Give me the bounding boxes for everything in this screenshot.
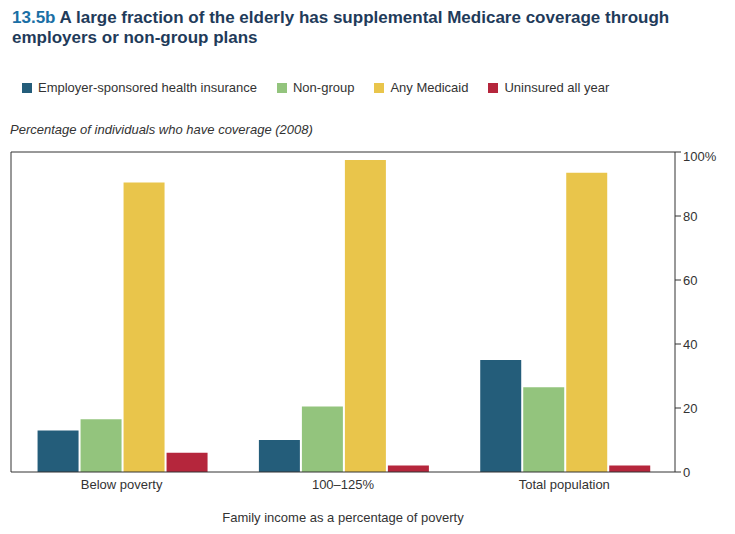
svg-text:Below poverty: Below poverty [81,477,163,492]
html-text:Uninsured all year: Uninsured all year [504,80,610,95]
html-text:Any Medicaid: Any Medicaid [390,80,469,95]
svg-text:60: 60 [683,273,697,288]
svg-text:20: 20 [683,401,697,416]
html-text:Employer-sponsored health insu: Employer-sponsored health insurance [38,80,257,95]
html-text:Percentage of individuals who: Percentage of individuals who have cover… [10,122,313,137]
html-text:13.5b A large fraction of the: 13.5b A large fraction of the elderly ha… [12,8,670,47]
svg-text:Family income as a percentage: Family income as a percentage of poverty [222,510,464,525]
svg-text:40: 40 [683,337,697,352]
svg-text:80: 80 [683,209,697,224]
svg-text:100%: 100% [683,149,717,164]
html-text:Non-group: Non-group [293,80,355,95]
svg-text:Total population: Total population [519,477,610,492]
svg-text:0: 0 [683,465,690,480]
svg-text:100–125%: 100–125% [312,477,375,492]
